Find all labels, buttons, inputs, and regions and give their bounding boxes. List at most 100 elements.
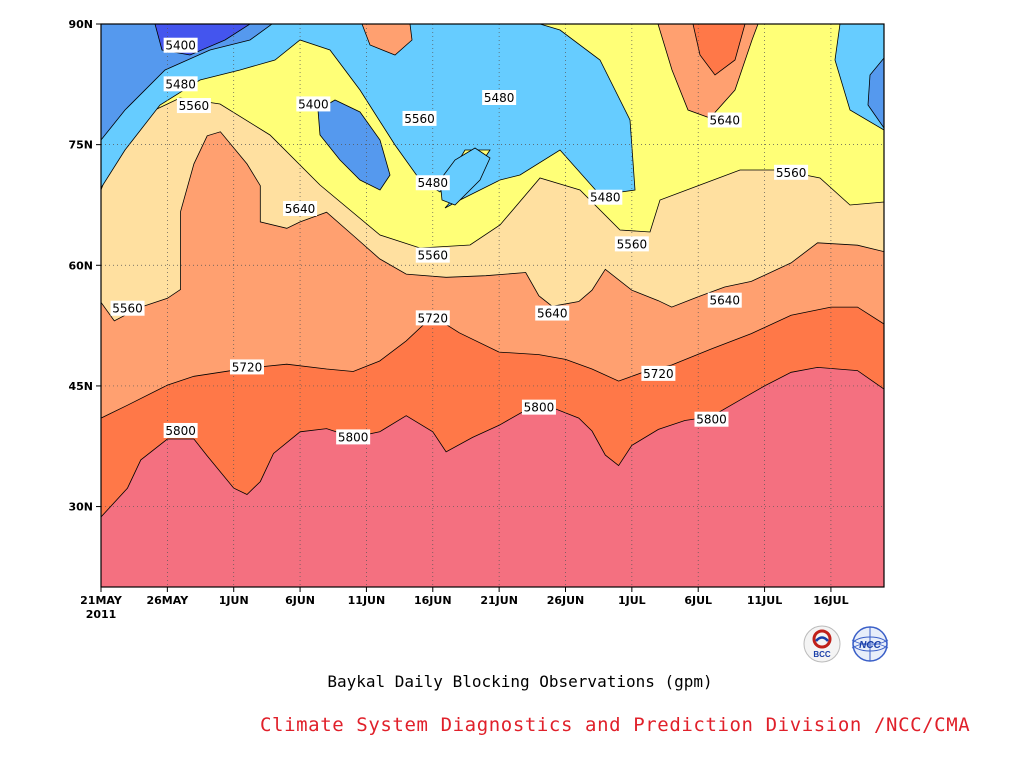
contour-label-bg bbox=[163, 76, 198, 92]
contour-label-bg bbox=[176, 98, 211, 114]
contour-label-bg bbox=[707, 292, 742, 308]
contour-label-text: 5560 bbox=[179, 99, 210, 113]
y-tick-label: 90N bbox=[68, 18, 93, 31]
contour-label-text: 5480 bbox=[590, 191, 621, 205]
contour-label-text: 5480 bbox=[165, 77, 196, 91]
contour-label-bg bbox=[415, 175, 450, 191]
ncc-logo-icon: NCC bbox=[851, 626, 889, 662]
contour-label-text: 5400 bbox=[165, 39, 196, 53]
contour-label-text: 5400 bbox=[298, 97, 329, 111]
bcc-logo-icon: BCC bbox=[803, 625, 841, 663]
contour-label: 5560 bbox=[110, 300, 145, 316]
fill-band-small-blob bbox=[439, 147, 491, 206]
contour-label-bg bbox=[110, 300, 145, 316]
x-tick-label: 1JUN bbox=[219, 594, 249, 607]
contour-label: 5800 bbox=[336, 429, 371, 445]
contour-label: 5640 bbox=[707, 112, 742, 128]
x-tick-label: 16JUN bbox=[414, 594, 452, 607]
contour-label-bg bbox=[402, 110, 437, 126]
contour-labels: 5400 5480 5560 5400 5560 5480 5480 5640 5560 5480… bbox=[110, 37, 809, 445]
x-tick-label: 21MAY bbox=[80, 594, 123, 607]
contour-label-text: 5800 bbox=[696, 413, 727, 427]
contour-label: 5480 bbox=[163, 76, 198, 92]
fill-band-5320-5400-right bbox=[867, 57, 884, 129]
contour-label-bg bbox=[415, 310, 450, 326]
ncc-logo-text: NCC bbox=[859, 640, 881, 651]
x-year-label: 2011 bbox=[86, 608, 117, 621]
contour-label-bg bbox=[163, 37, 198, 53]
contour-label-bg bbox=[336, 429, 371, 445]
plot-area bbox=[101, 24, 884, 587]
chart-title: Baykal Daily Blocking Observations (gpm) bbox=[327, 672, 713, 691]
contour-label-bg bbox=[535, 305, 570, 321]
y-tick-label: 75N bbox=[68, 139, 93, 152]
x-tick-label: 16JUL bbox=[813, 594, 848, 607]
contour-label-text: 5640 bbox=[709, 114, 740, 128]
contour-label: 5720 bbox=[415, 310, 450, 326]
y-tick-label: 60N bbox=[68, 259, 93, 272]
contour-label-text: 5480 bbox=[484, 91, 515, 105]
contour-label: 5800 bbox=[694, 411, 729, 427]
bcc-logo-text: BCC bbox=[813, 650, 831, 659]
contour-label: 5560 bbox=[176, 98, 211, 114]
y-tick-label: 45N bbox=[68, 380, 93, 393]
x-tick-label: 21JUN bbox=[480, 594, 518, 607]
contour-label-text: 5560 bbox=[418, 249, 449, 263]
x-tick-label: 26JUN bbox=[547, 594, 585, 607]
x-tick-label: 26MAY bbox=[147, 594, 190, 607]
axis-ticks: 21MAY 26MAY 1JUN 6JUN 11JUN 16JUN 21JUN 26JUN 1J… bbox=[68, 18, 848, 621]
y-tick-label: 30N bbox=[68, 501, 93, 514]
contour-label-bg bbox=[614, 236, 649, 252]
plot-frame bbox=[100, 23, 885, 588]
contour-fills bbox=[101, 131, 884, 587]
credit-line: Climate System Diagnostics and Predictio… bbox=[260, 714, 971, 736]
contour-label-bg bbox=[521, 399, 556, 415]
x-tick-label: 6JUN bbox=[285, 594, 315, 607]
fill-band-5320-5400 bbox=[101, 24, 273, 141]
contour-label-bg bbox=[296, 96, 331, 112]
contour-label-text: 5480 bbox=[418, 176, 449, 190]
contour-label: 5480 bbox=[415, 175, 450, 191]
contour-label: 5400 bbox=[296, 96, 331, 112]
contour-label-bg bbox=[283, 200, 318, 216]
contour-label-bg bbox=[482, 89, 517, 105]
contour-label: 5640 bbox=[283, 200, 318, 216]
contour-label-text: 5560 bbox=[404, 112, 435, 126]
contour-label: 5560 bbox=[415, 247, 450, 263]
fill-band-5320-5400-mid bbox=[317, 99, 391, 191]
x-tick-label: 1JUL bbox=[618, 594, 646, 607]
contour-label-text: 5720 bbox=[232, 360, 263, 374]
contour-label-bg bbox=[588, 189, 623, 205]
contour-label-bg bbox=[415, 247, 450, 263]
x-tick-label: 6JUL bbox=[684, 594, 712, 607]
contour-label: 5560 bbox=[402, 110, 437, 126]
fill-band-5640-5720-top1 bbox=[361, 24, 413, 56]
contour-label: 5480 bbox=[482, 89, 517, 105]
gridlines bbox=[101, 24, 884, 587]
contour-label: 5640 bbox=[707, 292, 742, 308]
contour-label: 5560 bbox=[614, 236, 649, 252]
contour-label: 5720 bbox=[641, 365, 676, 381]
fill-band-5720-5800-top2 bbox=[692, 24, 746, 76]
x-tick-label: 11JUL bbox=[747, 594, 782, 607]
contour-label-bg bbox=[229, 359, 264, 375]
contour-label-text: 5640 bbox=[537, 307, 568, 321]
contour-label: 5560 bbox=[774, 164, 809, 180]
x-tick-label: 11JUN bbox=[348, 594, 386, 607]
contour-label-text: 5800 bbox=[338, 430, 369, 444]
contour-label-text: 5800 bbox=[524, 401, 555, 415]
contour-label: 5720 bbox=[229, 359, 264, 375]
contour-fill-5800 bbox=[101, 366, 884, 587]
contour-label-text: 5800 bbox=[165, 424, 196, 438]
contour-label-bg bbox=[163, 422, 198, 438]
contour-label-text: 5640 bbox=[285, 202, 316, 216]
contour-label: 5480 bbox=[588, 189, 623, 205]
contour-label-text: 5560 bbox=[112, 302, 143, 316]
contour-label-bg bbox=[774, 164, 809, 180]
contour-label-bg bbox=[694, 411, 729, 427]
contour-label-bg bbox=[641, 365, 676, 381]
contour-label-text: 5720 bbox=[418, 311, 449, 325]
contour-label-text: 5640 bbox=[709, 294, 740, 308]
contour-label-text: 5560 bbox=[776, 166, 807, 180]
